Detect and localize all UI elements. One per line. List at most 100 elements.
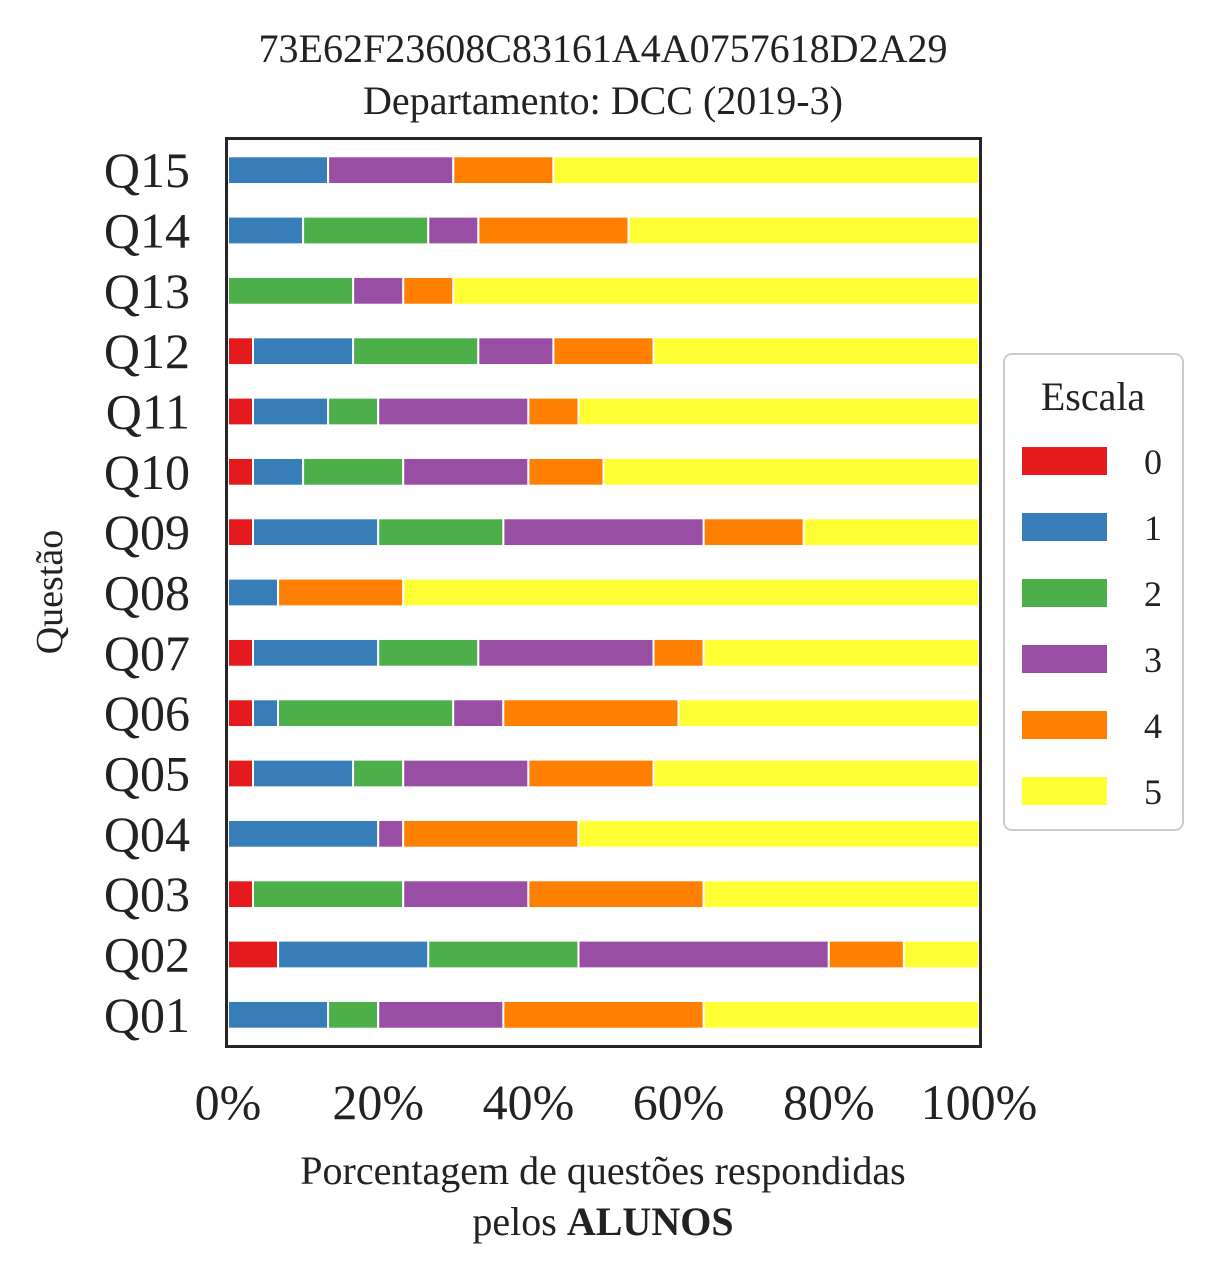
y-tick-label-q11: Q11 <box>106 384 190 440</box>
bar-q04-scale-5 <box>577 818 981 849</box>
bar-q02-scale-0 <box>227 939 280 970</box>
y-tick-label-q05: Q05 <box>104 746 190 802</box>
bars-group <box>227 155 981 1030</box>
bar-q03-scale-0 <box>227 879 255 910</box>
bar-q13-scale-4 <box>402 275 455 306</box>
bar-q10-scale-0 <box>227 456 255 487</box>
bar-q06-scale-0 <box>227 698 255 729</box>
bar-q09-scale-5 <box>802 517 980 548</box>
bar-q02-scale-1 <box>277 939 430 970</box>
x-tick-label-40: 40% <box>483 1074 575 1130</box>
y-tick-label-q02: Q02 <box>104 927 190 983</box>
legend-swatch-2 <box>1022 579 1107 607</box>
x-axis-label-prefix: pelos <box>472 1199 566 1244</box>
chart-subtitle: Departamento: DCC (2019-3) <box>363 78 843 123</box>
y-axis-label: Questão <box>29 530 71 655</box>
bar-q12-scale-2 <box>352 336 480 367</box>
x-tick-label-60: 60% <box>633 1074 725 1130</box>
legend-label-4: 4 <box>1144 706 1162 746</box>
bar-q12-scale-1 <box>252 336 355 367</box>
bar-q05-scale-5 <box>652 758 981 789</box>
x-tick-label-0: 0% <box>195 1074 262 1130</box>
bar-q01-scale-1 <box>227 999 330 1030</box>
legend-title: Escala <box>1041 374 1146 419</box>
x-axis-label-line2: pelos ALUNOS <box>472 1199 733 1244</box>
bar-q08-scale-1 <box>227 577 280 608</box>
y-tick-label-q09: Q09 <box>104 504 190 560</box>
y-tick-label-q01: Q01 <box>104 987 190 1043</box>
y-tick-label-q03: Q03 <box>104 866 190 922</box>
bar-q11-scale-4 <box>527 396 580 427</box>
legend-label-5: 5 <box>1144 772 1162 812</box>
bar-q07-scale-4 <box>652 637 705 668</box>
bar-q09-scale-1 <box>252 517 380 548</box>
bar-q07-scale-0 <box>227 637 255 668</box>
legend-label-3: 3 <box>1144 640 1162 680</box>
y-tick-labels: Q01Q02Q03Q04Q05Q06Q07Q08Q09Q10Q11Q12Q13Q… <box>104 142 190 1043</box>
bar-q08-scale-4 <box>277 577 405 608</box>
bar-q10-scale-1 <box>252 456 305 487</box>
bar-q06-scale-4 <box>502 698 680 729</box>
bar-q10-scale-4 <box>527 456 605 487</box>
y-tick-label-q10: Q10 <box>104 444 190 500</box>
bar-q11-scale-2 <box>327 396 380 427</box>
y-tick-label-q06: Q06 <box>104 685 190 741</box>
bar-q02-scale-3 <box>577 939 830 970</box>
bar-q07-scale-3 <box>477 637 655 668</box>
bar-q03-scale-4 <box>527 879 705 910</box>
bar-q07-scale-2 <box>377 637 480 668</box>
bar-q06-scale-3 <box>452 698 505 729</box>
bar-q14-scale-5 <box>627 215 981 246</box>
bar-q09-scale-4 <box>702 517 805 548</box>
bar-q11-scale-3 <box>377 396 530 427</box>
bar-q03-scale-3 <box>402 879 530 910</box>
bar-q01-scale-4 <box>502 999 705 1030</box>
bar-q11-scale-5 <box>577 396 980 427</box>
y-tick-label-q12: Q12 <box>104 323 190 379</box>
bar-q05-scale-4 <box>527 758 655 789</box>
bar-q12-scale-0 <box>227 336 255 367</box>
bar-q15-scale-3 <box>327 155 455 186</box>
bar-q07-scale-5 <box>702 637 980 668</box>
bar-q15-scale-5 <box>552 155 980 186</box>
bar-q06-scale-1 <box>252 698 280 729</box>
bar-q12-scale-3 <box>477 336 555 367</box>
legend-swatch-0 <box>1022 447 1107 475</box>
y-tick-label-q08: Q08 <box>104 565 190 621</box>
bar-q03-scale-2 <box>252 879 405 910</box>
bar-q14-scale-3 <box>427 215 480 246</box>
bar-q01-scale-2 <box>327 999 380 1030</box>
legend-items: 0 1 2 3 4 5 <box>1022 442 1162 812</box>
bar-q09-scale-0 <box>227 517 255 548</box>
bar-q15-scale-1 <box>227 155 330 186</box>
y-tick-label-q07: Q07 <box>104 625 190 681</box>
bar-q04-scale-4 <box>402 818 580 849</box>
bar-q02-scale-2 <box>427 939 580 970</box>
bar-q14-scale-2 <box>302 215 430 246</box>
legend-label-0: 0 <box>1144 442 1162 482</box>
bar-q11-scale-0 <box>227 396 255 427</box>
legend: Escala 0 1 2 3 4 5 <box>1003 353 1184 831</box>
bar-q12-scale-5 <box>652 336 981 367</box>
bar-q01-scale-3 <box>377 999 505 1030</box>
legend-label-2: 2 <box>1144 574 1162 614</box>
bar-q04-scale-3 <box>377 818 405 849</box>
bar-q08-scale-5 <box>402 577 980 608</box>
legend-label-1: 1 <box>1144 508 1162 548</box>
chart-title: 73E62F23608C83161A4A0757618D2A29 <box>259 26 948 71</box>
bar-q05-scale-2 <box>352 758 405 789</box>
bar-q14-scale-4 <box>477 215 630 246</box>
bar-q09-scale-3 <box>502 517 705 548</box>
legend-swatch-4 <box>1022 711 1107 739</box>
bar-q04-scale-1 <box>227 818 380 849</box>
bar-q02-scale-5 <box>902 939 981 970</box>
y-tick-label-q15: Q15 <box>104 142 190 198</box>
bar-q12-scale-4 <box>552 336 655 367</box>
x-axis-label-bold: ALUNOS <box>567 1199 734 1244</box>
bar-q09-scale-2 <box>377 517 505 548</box>
bar-q07-scale-1 <box>252 637 380 668</box>
bar-q11-scale-1 <box>252 396 330 427</box>
bar-q02-scale-4 <box>827 939 905 970</box>
bar-q10-scale-2 <box>302 456 405 487</box>
y-tick-label-q14: Q14 <box>104 203 190 259</box>
